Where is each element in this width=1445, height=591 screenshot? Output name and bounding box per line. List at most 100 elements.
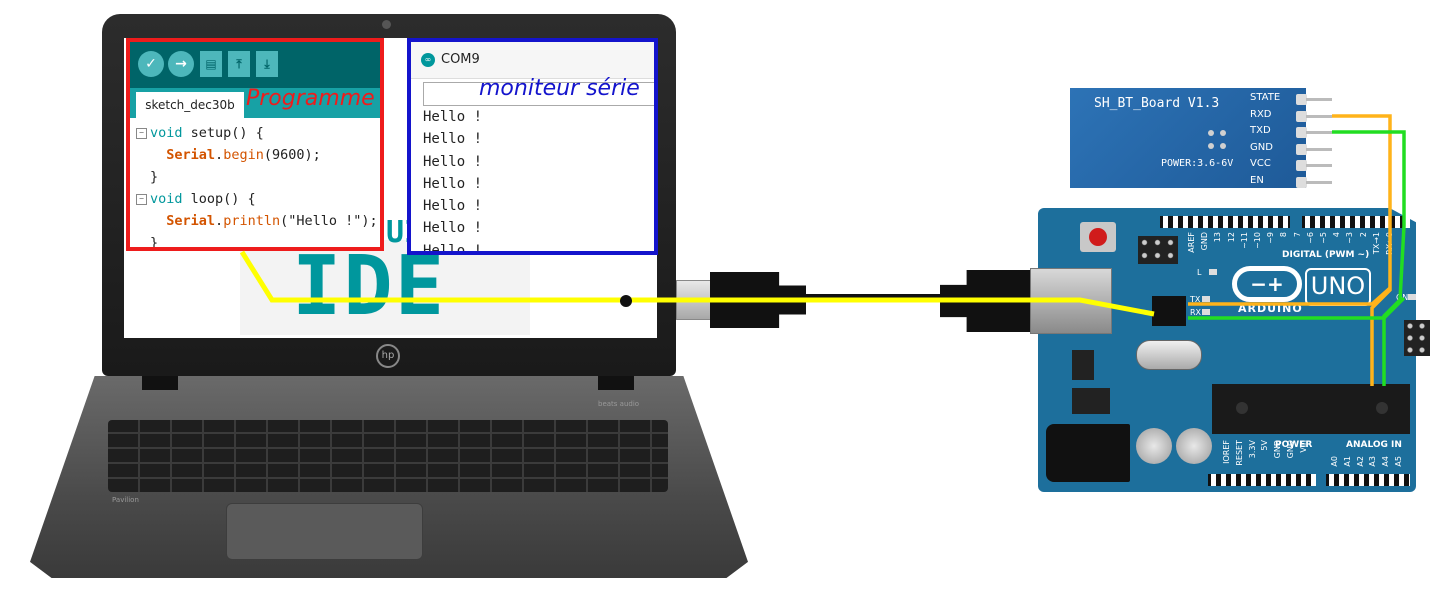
code-token: void (150, 125, 183, 141)
code-token: } (150, 235, 159, 251)
save-button[interactable]: ⤓ (256, 51, 278, 77)
code-token: setup() { (182, 125, 264, 141)
fold-toggle-icon[interactable]: − (136, 127, 147, 139)
program-panel: ✓ → ▤ ⤒ ⤓ sketch_dec30b Programme − void … (126, 38, 384, 251)
code-token: begin (223, 147, 264, 163)
bt-pin-head (1296, 110, 1307, 122)
chip-mark-1 (1236, 402, 1248, 414)
arduino-app-icon: ∞ (421, 53, 435, 67)
tx-rx-chip-wire (1188, 296, 1406, 320)
code-line: Serial.begin(9600); (130, 144, 380, 166)
bt-pad (1208, 143, 1214, 149)
bt-pin-label: STATE (1250, 92, 1281, 103)
rx-chip-wire (1188, 286, 1392, 306)
code-line: − void loop() { (130, 188, 380, 210)
bt-pin-lead (1306, 131, 1332, 134)
hp-logo: hp (376, 344, 400, 368)
serial-output-line: Hello ! (423, 153, 483, 170)
code-line: } (130, 166, 380, 188)
usb-wire (239, 250, 1155, 317)
digital-header-1 (1160, 216, 1290, 228)
analog-header (1326, 474, 1410, 486)
power-header (1208, 474, 1316, 486)
new-button[interactable]: ▤ (200, 51, 222, 77)
bt-pad (1220, 130, 1226, 136)
serial-window-title: COM9 (441, 52, 480, 67)
dc-power-jack (1046, 424, 1130, 482)
bt-pin-lead (1306, 164, 1332, 167)
bt-pin-label: EN (1250, 174, 1264, 186)
serial-output-line: Hello ! (423, 109, 483, 125)
bluetooth-module (1070, 88, 1306, 188)
bt-pin-lead (1306, 180, 1332, 184)
code-editor[interactable]: − void setup() { Serial.begin(9600);} − voi… (130, 122, 380, 251)
laptop-audio-label: beats audio (598, 400, 640, 408)
code-token: loop() { (182, 191, 256, 207)
led-indicator (1408, 294, 1416, 300)
cable-junction-dot (620, 295, 632, 307)
ide-splash-background (240, 240, 530, 335)
digital-label: DIGITAL (PWM ~) (1282, 250, 1370, 260)
program-label: Programme (246, 86, 375, 111)
code-token: println (223, 213, 281, 229)
bt-pad (1220, 143, 1226, 149)
bt-pin-label: TXD (1250, 125, 1271, 136)
capacitor-2 (1176, 428, 1212, 464)
led-label: TX (1190, 295, 1201, 304)
serial-input[interactable] (423, 82, 654, 106)
fold-toggle-icon[interactable]: − (136, 193, 147, 205)
analog-label: ANALOG IN (1346, 440, 1402, 450)
code-token: void (150, 191, 183, 207)
serial-output: Hello ! Hello ! Hello ! Hello ! Hello ! Hello… (423, 106, 483, 255)
chip-mark-2 (1376, 402, 1388, 414)
digital-header-2 (1302, 216, 1410, 228)
bt-pin-label: RXD (1250, 108, 1272, 120)
serial-titlebar (411, 42, 654, 79)
bt-pin-lead (1306, 114, 1332, 118)
arduino-logo: −+ (1232, 266, 1302, 302)
verify-button[interactable]: ✓ (138, 51, 164, 77)
crystal-oscillator (1136, 340, 1202, 370)
led-indicator (1209, 269, 1217, 275)
bt-pin-head (1296, 94, 1307, 105)
rx-wire (1332, 114, 1392, 386)
serial-monitor-label: moniteur série (479, 76, 640, 101)
reset-button-cap (1089, 228, 1107, 246)
led-indicator (1202, 296, 1210, 302)
open-button[interactable]: ⤒ (228, 51, 250, 77)
small-component (1072, 350, 1094, 380)
serial-output-line: Hello ! (423, 242, 483, 255)
icsp-header (1138, 236, 1178, 264)
code-token: . (215, 213, 224, 229)
laptop-keyboard (108, 420, 668, 492)
laptop-model-label: Pavilion (112, 496, 139, 504)
ide-splash-text: IDE (292, 239, 447, 334)
upload-button[interactable]: → (168, 51, 194, 77)
icsp-header-right (1404, 320, 1430, 356)
code-token: (9600); (263, 147, 321, 163)
capacitor-1 (1136, 428, 1172, 464)
code-token: . (215, 147, 224, 163)
led-indicator (1202, 309, 1210, 315)
bt-pin-lead (1306, 98, 1332, 101)
serial-monitor-panel: ∞ COM9 moniteur série Hello ! Hello ! Hell… (407, 38, 658, 255)
laptop-touchpad (226, 503, 423, 560)
bt-pin-head (1296, 143, 1307, 155)
led-label: RX (1190, 308, 1202, 317)
serial-output-line: Hello ! (423, 131, 483, 148)
code-token: Serial (166, 147, 216, 163)
serial-output-line: Hello ! (423, 198, 483, 215)
serial-output-line: Hello ! (423, 220, 483, 237)
sketch-tab[interactable]: sketch_dec30b (136, 92, 244, 118)
bluetooth-module-name: SH_BT_Board V1.3 (1094, 96, 1220, 111)
code-line: } (130, 232, 380, 251)
bt-pin-head (1296, 176, 1307, 188)
led-label: L (1197, 268, 1202, 277)
bt-pin-label: GND (1250, 141, 1273, 153)
bt-pin-label: VCC (1250, 158, 1271, 169)
power-label: POWER (1275, 440, 1313, 450)
code-token: } (150, 169, 159, 185)
bluetooth-power-label: POWER:3.6-6V (1161, 158, 1234, 169)
webcam-icon (382, 20, 391, 29)
